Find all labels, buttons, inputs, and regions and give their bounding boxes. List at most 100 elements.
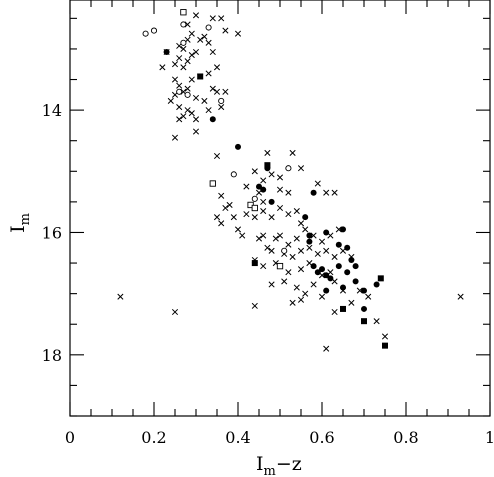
open-circle-point [281, 247, 288, 254]
cross-point [297, 247, 305, 254]
filled-circle-point [306, 238, 313, 245]
x-tick-label: 1 [485, 428, 494, 447]
open-square-point [276, 262, 284, 270]
x-axis-label-sub: m [264, 464, 276, 477]
filled-square-point [382, 342, 388, 349]
cross-point [260, 208, 267, 215]
cross-point [285, 211, 292, 218]
cross-point [243, 211, 250, 218]
filled-circle-point [268, 198, 275, 205]
cross-point [255, 235, 263, 242]
filled-square-point [197, 73, 204, 80]
cross-point [188, 30, 195, 37]
cross-point [251, 302, 258, 309]
open-square-point [251, 204, 258, 212]
open-square-point [180, 9, 187, 16]
cross-point [205, 70, 212, 77]
cross-point [117, 293, 124, 300]
cross-point [201, 33, 208, 40]
filled-circle-point [306, 232, 313, 239]
cross-point [293, 284, 300, 291]
cross-point [276, 186, 284, 193]
y-axis-label-sub: m [18, 213, 33, 225]
cross-point [209, 48, 216, 56]
cross-point [205, 107, 212, 114]
cross-point [260, 263, 267, 270]
filled-circle-point [314, 269, 321, 276]
x-tick-label: 0.6 [309, 428, 334, 447]
cross-point [230, 214, 237, 221]
cross-point [264, 149, 271, 156]
cross-point [222, 27, 229, 34]
x-axis-label-tail: −z [276, 453, 302, 475]
cross-point [205, 39, 212, 46]
open-circle-point [150, 27, 158, 34]
x-tick-label: 0.4 [225, 428, 250, 447]
filled-circle-point [340, 226, 346, 233]
filled-circle-point [256, 183, 262, 190]
cross-point [192, 116, 200, 123]
cross-point [318, 293, 326, 300]
cross-point [264, 244, 271, 251]
filled-circle-point [209, 116, 216, 123]
cross-point [331, 253, 338, 260]
cross-point [239, 232, 246, 239]
cross-point [268, 281, 275, 288]
filled-circle-point [352, 278, 359, 285]
cross-point [373, 318, 380, 325]
cross-point [314, 250, 321, 257]
cross-point [176, 82, 183, 89]
open-circle-point [142, 30, 149, 37]
cross-point [218, 192, 225, 199]
filled-circle-point [352, 263, 359, 270]
filled-circle-point [310, 189, 317, 196]
filled-circle-point [340, 284, 346, 291]
cross-point [213, 214, 221, 221]
open-circle-point [218, 97, 225, 104]
cross-point [234, 226, 242, 233]
x-tick-label: 0.2 [141, 428, 166, 447]
cross-point [218, 220, 225, 227]
open-circle-point [176, 88, 183, 95]
y-tick-label: 16 [42, 223, 62, 242]
cross-point [251, 214, 258, 221]
cross-point [285, 189, 292, 196]
filled-circle-point [327, 275, 334, 282]
cross-point [323, 189, 330, 196]
open-circle-point [184, 91, 191, 98]
cross-point [192, 12, 200, 19]
axis-ticks [69, 0, 491, 417]
cross-point [213, 152, 221, 160]
cross-point [218, 104, 225, 111]
filled-circle-point [323, 287, 330, 294]
cross-point [289, 299, 296, 306]
cross-point [285, 241, 292, 248]
cross-point [201, 97, 208, 104]
y-axis-label: Im [7, 213, 33, 233]
cross-point [381, 333, 389, 340]
tick-labels: 0 0.2 0.4 0.6 0.8 1 14 16 18 [42, 101, 494, 447]
cross-point [209, 15, 216, 22]
cross-point [281, 278, 288, 285]
cross-point [184, 85, 191, 92]
cross-point [184, 58, 191, 65]
cross-point [188, 52, 195, 59]
cross-point [222, 88, 229, 95]
open-circle-point [205, 24, 212, 31]
cross-point [302, 226, 309, 233]
cross-point [197, 36, 204, 43]
y-tick-label: 14 [42, 101, 62, 120]
filled-circle-point [361, 305, 367, 312]
cross-point [234, 30, 242, 37]
cross-point [213, 88, 221, 95]
filled-circle-point [344, 244, 351, 251]
cross-point [293, 235, 300, 242]
cross-point [180, 64, 187, 71]
cross-point [289, 253, 296, 260]
cross-point [222, 204, 229, 212]
cross-point [457, 293, 464, 300]
cross-point [180, 45, 187, 52]
cross-point [159, 64, 166, 71]
cross-point [176, 116, 183, 123]
cross-point [192, 94, 200, 101]
